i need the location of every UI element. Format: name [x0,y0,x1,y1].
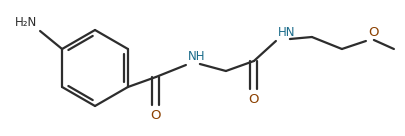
Text: NH: NH [188,50,205,63]
Text: O: O [367,26,377,39]
Text: H₂N: H₂N [15,16,37,29]
Text: O: O [150,109,161,122]
Text: HN: HN [277,26,295,39]
Text: O: O [248,93,258,106]
